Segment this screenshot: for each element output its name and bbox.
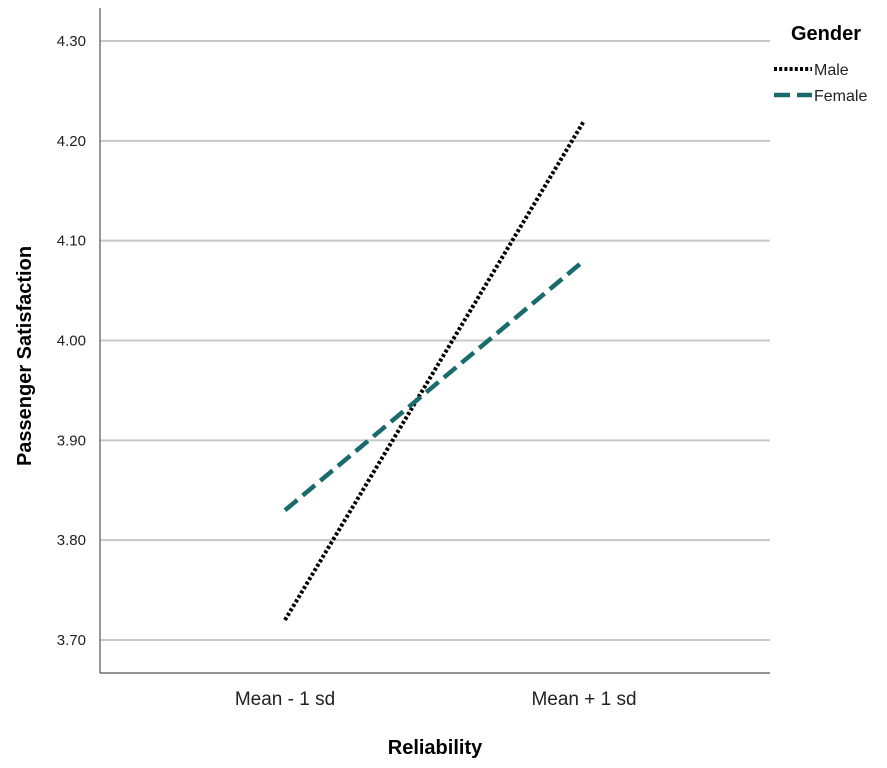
legend-items: Male Female: [774, 62, 867, 105]
series-line-male: [283, 119, 586, 622]
x-axis-title: Reliability: [388, 737, 483, 759]
legend: Gender Male Female: [774, 23, 867, 105]
axes: [99, 8, 770, 674]
y-tick-label: 3.80: [57, 532, 86, 549]
x-category-label: Mean + 1 sd: [531, 689, 636, 710]
x-category-label: Mean - 1 sd: [235, 689, 335, 710]
y-tick-labels: 3.70 3.80 3.90 4.00 4.10 4.20 4.30: [57, 33, 86, 649]
y-tick-label: 4.30: [57, 33, 86, 50]
series-line-female: [283, 258, 586, 512]
y-axis-title: Passenger Satisfaction: [14, 246, 36, 466]
legend-title: Gender: [791, 23, 861, 45]
legend-label-female: Female: [814, 88, 867, 105]
series-lines: [283, 119, 586, 622]
y-tick-label: 3.90: [57, 432, 86, 449]
y-tick-label: 4.00: [57, 333, 86, 350]
y-tick-label: 4.10: [57, 233, 86, 250]
gridlines: [100, 40, 770, 641]
y-tick-label: 3.70: [57, 632, 86, 649]
legend-label-male: Male: [814, 62, 849, 79]
y-tick-label: 4.20: [57, 133, 86, 150]
x-category-labels: Mean - 1 sd Mean + 1 sd: [235, 689, 637, 710]
